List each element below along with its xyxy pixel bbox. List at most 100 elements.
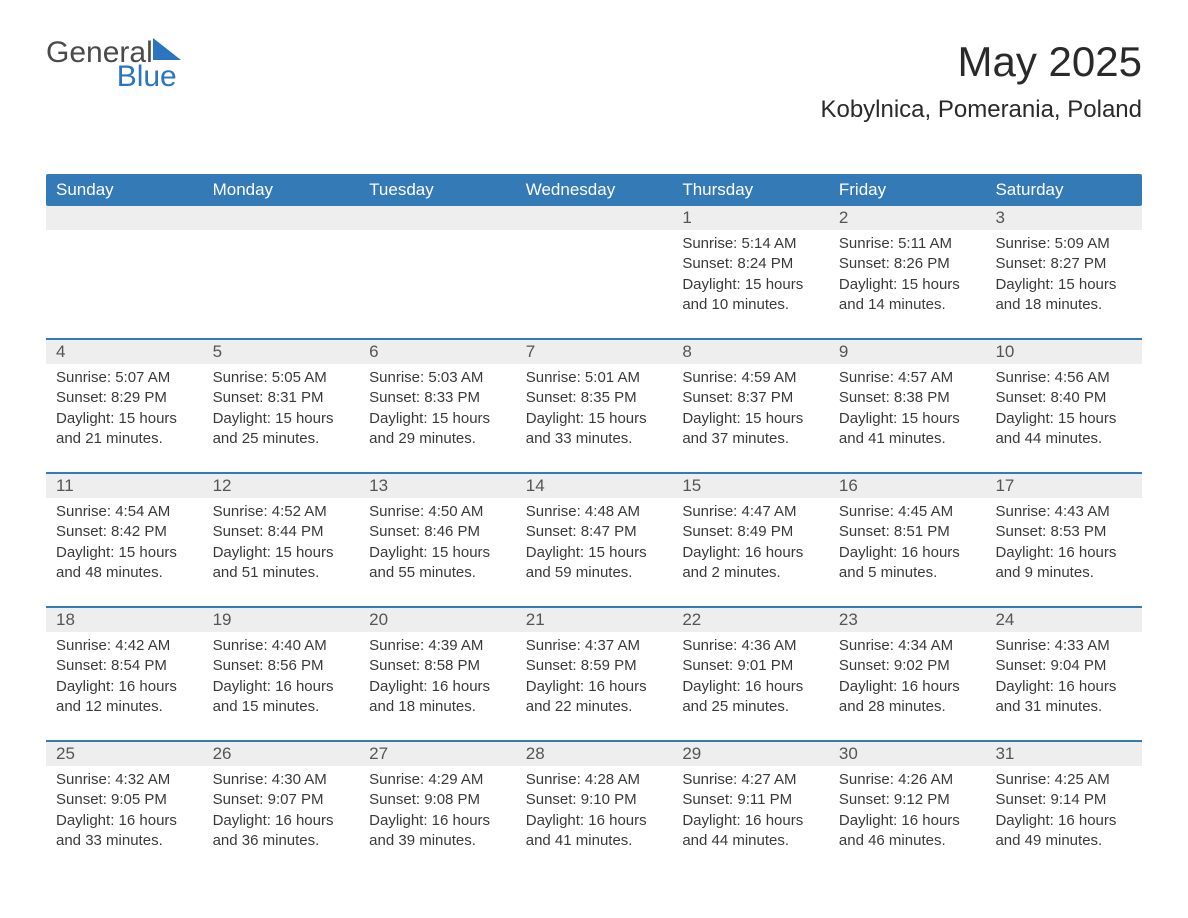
daylight-text: Daylight: 15 hours and 41 minutes. [839,409,976,450]
date-cell: 28 [516,742,673,766]
daylight-text: Daylight: 16 hours and 41 minutes. [526,811,663,852]
daylight-text: Daylight: 16 hours and 28 minutes. [839,677,976,718]
daylight-text: Daylight: 15 hours and 33 minutes. [526,409,663,450]
sunrise-text: Sunrise: 4:45 AM [839,502,976,522]
weekday-header: Wednesday [516,174,673,206]
daylight-text: Daylight: 15 hours and 29 minutes. [369,409,506,450]
daylight-text: Daylight: 16 hours and 33 minutes. [56,811,193,852]
day-details: Sunrise: 4:37 AMSunset: 8:59 PMDaylight:… [516,632,673,730]
header-right: May 2025 Kobylnica, Pomerania, Poland [820,38,1142,124]
day-details: Sunrise: 4:56 AMSunset: 8:40 PMDaylight:… [985,364,1142,462]
sunrise-text: Sunrise: 4:33 AM [995,636,1132,656]
date-cell [203,206,360,230]
week-row: 45678910Sunrise: 5:07 AMSunset: 8:29 PMD… [46,338,1142,472]
daylight-text: Daylight: 15 hours and 21 minutes. [56,409,193,450]
sunrise-text: Sunrise: 5:01 AM [526,368,663,388]
sunset-text: Sunset: 8:59 PM [526,656,663,676]
date-row: 11121314151617 [46,472,1142,498]
weekday-header: Thursday [672,174,829,206]
date-cell: 30 [829,742,986,766]
week-row: 25262728293031Sunrise: 4:32 AMSunset: 9:… [46,740,1142,874]
daylight-text: Daylight: 16 hours and 2 minutes. [682,543,819,584]
daylight-text: Daylight: 16 hours and 22 minutes. [526,677,663,718]
sunrise-text: Sunrise: 4:40 AM [213,636,350,656]
daylight-text: Daylight: 16 hours and 18 minutes. [369,677,506,718]
sunrise-text: Sunrise: 4:39 AM [369,636,506,656]
sunset-text: Sunset: 8:29 PM [56,388,193,408]
date-cell: 20 [359,608,516,632]
sunrise-text: Sunrise: 5:05 AM [213,368,350,388]
sunrise-text: Sunrise: 5:14 AM [682,234,819,254]
day-details: Sunrise: 4:25 AMSunset: 9:14 PMDaylight:… [985,766,1142,864]
sunset-text: Sunset: 9:14 PM [995,790,1132,810]
sunset-text: Sunset: 8:35 PM [526,388,663,408]
month-title: May 2025 [820,38,1142,86]
date-row: 18192021222324 [46,606,1142,632]
day-details: Sunrise: 5:01 AMSunset: 8:35 PMDaylight:… [516,364,673,462]
date-cell: 5 [203,340,360,364]
weekday-header: Sunday [46,174,203,206]
daylight-text: Daylight: 15 hours and 14 minutes. [839,275,976,316]
sunset-text: Sunset: 8:38 PM [839,388,976,408]
date-cell: 24 [985,608,1142,632]
date-cell: 13 [359,474,516,498]
sunrise-text: Sunrise: 5:09 AM [995,234,1132,254]
sunset-text: Sunset: 8:46 PM [369,522,506,542]
day-details: Sunrise: 4:47 AMSunset: 8:49 PMDaylight:… [672,498,829,596]
sunset-text: Sunset: 8:58 PM [369,656,506,676]
logo-text-2: Blue [117,60,177,93]
date-cell: 11 [46,474,203,498]
day-details: Sunrise: 4:34 AMSunset: 9:02 PMDaylight:… [829,632,986,730]
sunset-text: Sunset: 8:49 PM [682,522,819,542]
day-details: Sunrise: 4:26 AMSunset: 9:12 PMDaylight:… [829,766,986,864]
day-details: Sunrise: 4:57 AMSunset: 8:38 PMDaylight:… [829,364,986,462]
date-cell: 19 [203,608,360,632]
daylight-text: Daylight: 16 hours and 25 minutes. [682,677,819,718]
date-cell: 2 [829,206,986,230]
day-details [203,230,360,328]
daylight-text: Daylight: 16 hours and 36 minutes. [213,811,350,852]
date-cell: 18 [46,608,203,632]
sunrise-text: Sunrise: 5:07 AM [56,368,193,388]
sunset-text: Sunset: 9:08 PM [369,790,506,810]
day-details: Sunrise: 4:50 AMSunset: 8:46 PMDaylight:… [359,498,516,596]
day-details: Sunrise: 5:05 AMSunset: 8:31 PMDaylight:… [203,364,360,462]
daylight-text: Daylight: 15 hours and 59 minutes. [526,543,663,584]
date-cell: 26 [203,742,360,766]
sunrise-text: Sunrise: 4:26 AM [839,770,976,790]
sunrise-text: Sunrise: 4:52 AM [213,502,350,522]
body-row: Sunrise: 5:07 AMSunset: 8:29 PMDaylight:… [46,364,1142,472]
sunrise-text: Sunrise: 4:29 AM [369,770,506,790]
weeks-container: 123Sunrise: 5:14 AMSunset: 8:24 PMDaylig… [46,206,1142,874]
day-details [46,230,203,328]
sunset-text: Sunset: 8:47 PM [526,522,663,542]
day-details: Sunrise: 4:42 AMSunset: 8:54 PMDaylight:… [46,632,203,730]
sunrise-text: Sunrise: 4:30 AM [213,770,350,790]
day-details: Sunrise: 5:07 AMSunset: 8:29 PMDaylight:… [46,364,203,462]
date-row: 25262728293031 [46,740,1142,766]
sunrise-text: Sunrise: 4:50 AM [369,502,506,522]
sunrise-text: Sunrise: 4:27 AM [682,770,819,790]
daylight-text: Daylight: 15 hours and 18 minutes. [995,275,1132,316]
sunset-text: Sunset: 9:02 PM [839,656,976,676]
daylight-text: Daylight: 15 hours and 10 minutes. [682,275,819,316]
day-details: Sunrise: 4:54 AMSunset: 8:42 PMDaylight:… [46,498,203,596]
sunrise-text: Sunrise: 4:47 AM [682,502,819,522]
date-cell [359,206,516,230]
sunset-text: Sunset: 9:10 PM [526,790,663,810]
date-cell: 9 [829,340,986,364]
daylight-text: Daylight: 15 hours and 51 minutes. [213,543,350,584]
sunrise-text: Sunrise: 4:43 AM [995,502,1132,522]
date-cell: 3 [985,206,1142,230]
sunset-text: Sunset: 8:53 PM [995,522,1132,542]
daylight-text: Daylight: 16 hours and 31 minutes. [995,677,1132,718]
day-details: Sunrise: 4:32 AMSunset: 9:05 PMDaylight:… [46,766,203,864]
day-details: Sunrise: 4:52 AMSunset: 8:44 PMDaylight:… [203,498,360,596]
daylight-text: Daylight: 16 hours and 49 minutes. [995,811,1132,852]
body-row: Sunrise: 4:42 AMSunset: 8:54 PMDaylight:… [46,632,1142,740]
sunrise-text: Sunrise: 4:34 AM [839,636,976,656]
date-cell: 29 [672,742,829,766]
day-details: Sunrise: 5:14 AMSunset: 8:24 PMDaylight:… [672,230,829,328]
week-row: 123Sunrise: 5:14 AMSunset: 8:24 PMDaylig… [46,206,1142,338]
day-details: Sunrise: 5:09 AMSunset: 8:27 PMDaylight:… [985,230,1142,328]
